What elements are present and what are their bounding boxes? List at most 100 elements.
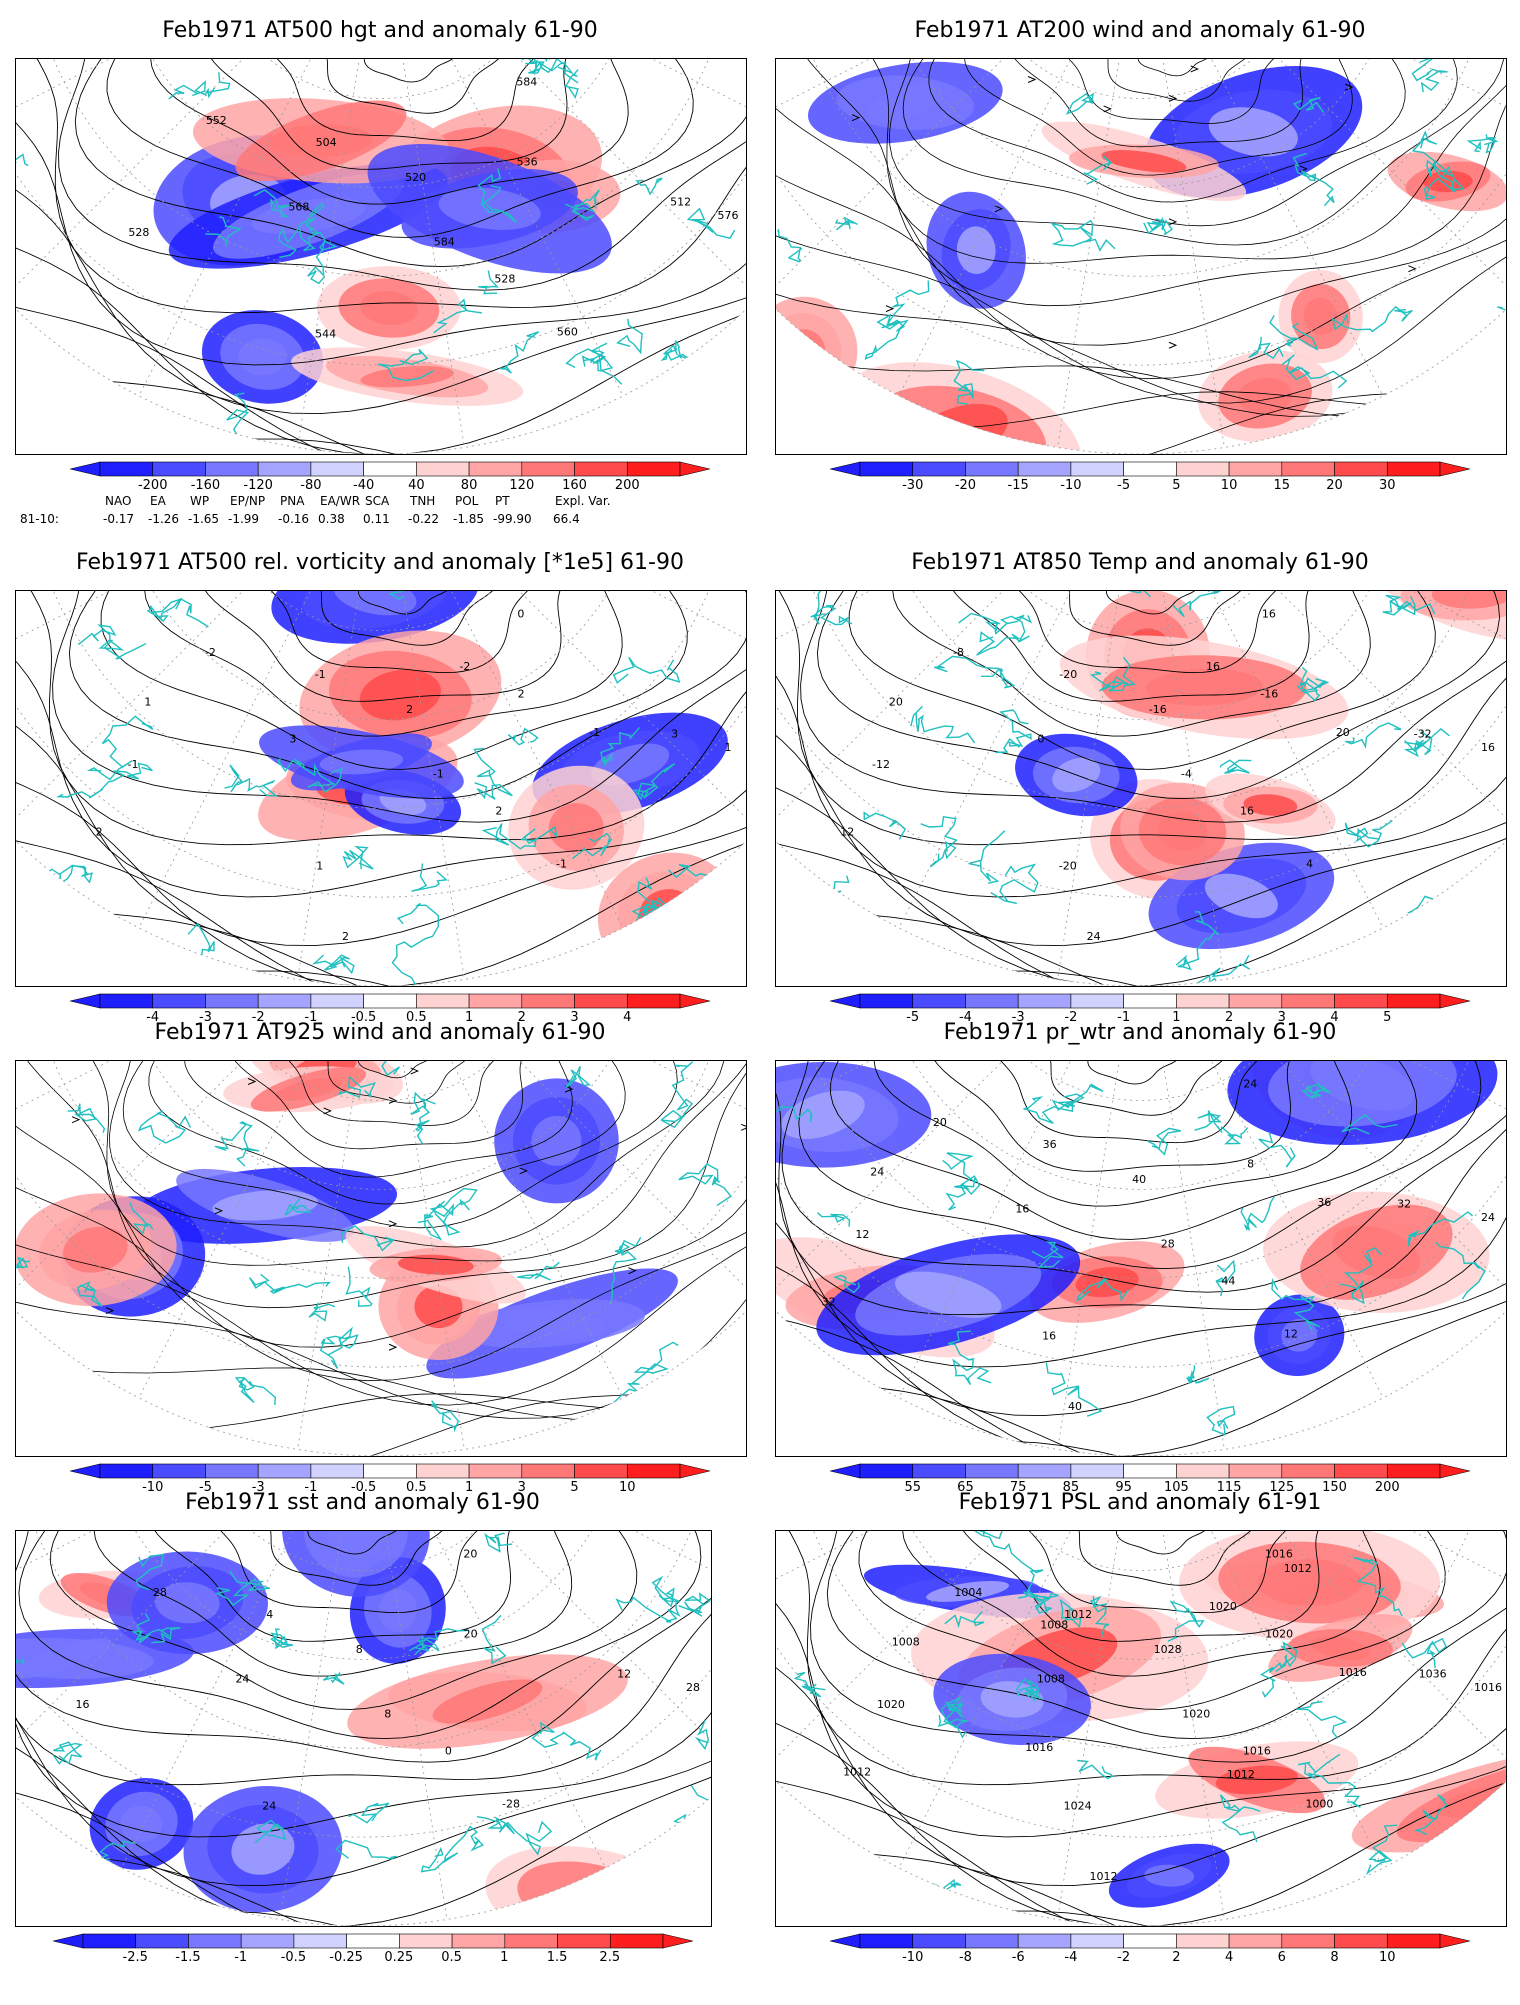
index-header: POL: [455, 494, 479, 508]
colorbar-tick-label: 0.5: [441, 1950, 462, 1965]
colorbar-tick-label: 5: [1383, 1010, 1392, 1025]
colorbar-tick-label: 160: [562, 478, 587, 493]
colorbar-tick-label: 2.5: [599, 1950, 621, 1965]
contour-label: 1016: [1243, 1745, 1271, 1758]
contour-label: 0: [1038, 732, 1045, 745]
colorbar-tick-label: -5: [1117, 478, 1131, 493]
colorbar-tick-label: -160: [190, 478, 221, 493]
colorbar-tick-label: 1: [500, 1950, 509, 1965]
contour-label: 20: [464, 1628, 478, 1641]
colorbar-tick-label: 5: [1172, 478, 1181, 493]
index-header: SCA: [365, 494, 390, 508]
colorbar-tick-label: 2: [1172, 1950, 1181, 1965]
contour-label: -4: [1181, 767, 1192, 780]
colorbar-tick-label: 65: [957, 1480, 974, 1495]
contour-label: 3: [671, 727, 678, 740]
contour-label: -20: [1059, 668, 1077, 681]
map-panel-p6: Feb1971 pr_wtr and anomaly 61-90 24 44 36 32…: [775, 1020, 1507, 1535]
contour-label: 520: [405, 171, 426, 184]
contour-label: -1: [433, 767, 444, 780]
colorbar-tick-label: -1: [1117, 1010, 1131, 1025]
panel-title: Feb1971 AT200 wind and anomaly 61-90: [914, 18, 1366, 43]
colorbar-tick-label: 3: [1277, 1010, 1286, 1025]
colorbar-tick-label: 20: [1326, 478, 1343, 493]
index-value: -1.65: [188, 512, 220, 526]
contour-label: -32: [1414, 727, 1432, 740]
contour-label: 576: [718, 209, 739, 222]
map-panel-p7: Feb1971 sst and anomaly 61-90 20 0 4 12 8 16 20…: [15, 1490, 712, 2005]
contour-label: 12: [617, 1667, 631, 1680]
contour-label: 2: [495, 805, 502, 818]
map-panel-p3: Feb1971 AT500 rel. vorticity and anomaly…: [15, 550, 747, 1065]
colorbar-tick-label: -3: [251, 1480, 265, 1495]
colorbar-tick-label: -0.5: [350, 1480, 377, 1495]
contour-label: 20: [463, 1547, 477, 1560]
index-header: EP/NP: [230, 494, 266, 508]
index-row-label: 81-10:: [20, 512, 59, 526]
contour-label: 16: [75, 1698, 89, 1711]
contour-label: 584: [434, 235, 455, 248]
colorbar-tick-label: 1.5: [546, 1950, 568, 1965]
colorbar-tick-label: 2: [517, 1010, 526, 1025]
index-header: WP: [190, 494, 210, 508]
colorbar-tick-label: 125: [1269, 1480, 1295, 1495]
contour-label: 28: [686, 1681, 700, 1694]
index-header: EA/WR: [320, 494, 361, 508]
colorbar-tick-label: -4: [1064, 1950, 1078, 1965]
colorbar: -10 -5 -3 -1 -0.5 0.5 1 3 5 10: [69, 1463, 711, 1497]
contour-label: 544: [315, 327, 336, 340]
colorbar-tick-label: -2: [1117, 1950, 1131, 1965]
contour-label: 2: [518, 688, 525, 701]
contour-label: -1: [556, 857, 567, 870]
colorbar-tick-label: -1.5: [175, 1950, 201, 1965]
contour-label: 1: [725, 741, 732, 754]
colorbar-tick-label: -2.5: [122, 1950, 148, 1965]
colorbar-tick-label: 1: [464, 1010, 474, 1025]
colorbar: -10 -8 -6 -4 -2 2 4 6 8 10: [829, 1933, 1471, 1967]
panel-title: Feb1971 AT500 hgt and anomaly 61-90: [162, 18, 598, 43]
index-value: -99.90: [493, 512, 532, 526]
colorbar-tick-label: 40: [408, 478, 425, 493]
colorbar-tick-label: -0.5: [350, 1010, 377, 1025]
contour-label: -8: [953, 646, 964, 659]
contour-label: 24: [1481, 1211, 1495, 1224]
contour-label: 28: [1161, 1237, 1175, 1250]
contour-label: 584: [516, 75, 537, 88]
map-plot-area: 16 16 -20 -32 -16 -12 -16 -20 -8 4 0 16 -4 12 20 24 20 16: [775, 590, 1507, 987]
contour-label: 24: [262, 1799, 276, 1812]
colorbar-tick-label: 30: [1378, 478, 1396, 493]
colorbar-tick-label: -10: [142, 1480, 164, 1495]
contour-label: 1000: [1305, 1797, 1333, 1810]
contour-label: 16: [1206, 660, 1220, 673]
contour-label: 568: [288, 200, 309, 213]
contour-label: 1016: [1025, 1741, 1053, 1754]
colorbar-tick-label: 8: [1330, 1950, 1339, 1965]
map-plot-area: 0 2 -1 3 2 -1 2 1 -2 -1 3 1 -1 2 -1 2 1 -2: [15, 590, 747, 987]
contour-label: 24: [1087, 930, 1101, 943]
contour-label: 24: [235, 1672, 249, 1685]
colorbar-tick-label: -40: [353, 478, 375, 493]
map-plot-area: [775, 58, 1507, 455]
contour-label: 16: [1240, 805, 1254, 818]
panel-title: Feb1971 PSL and anomaly 61-91: [958, 1490, 1322, 1515]
contour-label: 36: [1043, 1138, 1057, 1151]
index-value: -1.26: [148, 512, 180, 526]
contour-label: 8: [384, 1707, 391, 1720]
map-panel-p1: Feb1971 AT500 hgt and anomaly 61-90 584 52…: [15, 18, 747, 533]
contour-label: 2: [342, 930, 349, 943]
colorbar-tick-label: -15: [1007, 478, 1029, 493]
index-header: NAO: [105, 494, 132, 508]
colorbar-tick-label: -4: [146, 1010, 160, 1025]
contour-label: 0: [445, 1745, 452, 1758]
panel-title: Feb1971 pr_wtr and anomaly 61-90: [943, 1020, 1337, 1045]
contour-label: 1016: [1339, 1666, 1367, 1679]
colorbar-tick-label: -8: [958, 1950, 972, 1965]
colorbar: 55 65 75 85 95 105 115 125 150 200: [829, 1463, 1471, 1497]
contour-label: 1008: [1040, 1619, 1068, 1632]
contour-label: 28: [153, 1586, 167, 1599]
colorbar-tick-label: -1: [234, 1950, 248, 1965]
contour-label: 24: [1243, 1077, 1257, 1090]
contour-label: 32: [822, 1296, 836, 1309]
contour-label: -2: [205, 646, 216, 659]
contour-label: 504: [316, 136, 337, 149]
